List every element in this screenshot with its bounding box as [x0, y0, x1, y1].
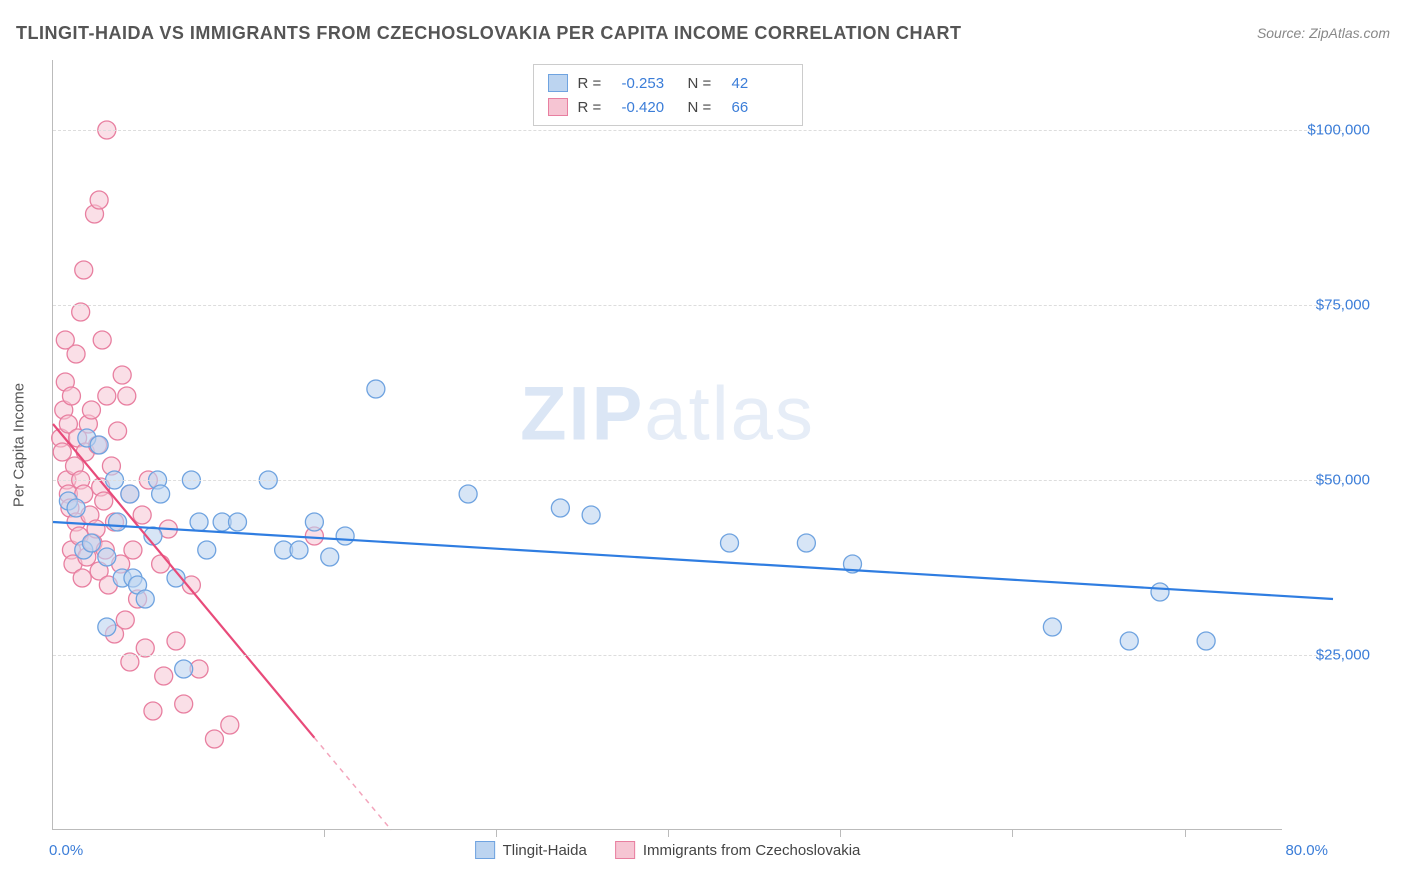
data-point [109, 422, 127, 440]
gridline-h [53, 655, 1342, 656]
data-point [118, 387, 136, 405]
data-point [1120, 632, 1138, 650]
x-tick [324, 829, 325, 837]
y-tick-label: $25,000 [1316, 647, 1370, 664]
data-point [155, 667, 173, 685]
legend-item-b: Immigrants from Czechoslovakia [615, 841, 861, 859]
swatch-series-b [548, 98, 568, 116]
data-point [221, 716, 239, 734]
data-point [152, 485, 170, 503]
data-point [62, 387, 80, 405]
data-point [175, 695, 193, 713]
y-axis-label: Per Capita Income [11, 382, 28, 506]
data-point [175, 660, 193, 678]
data-point [459, 485, 477, 503]
data-point [133, 506, 151, 524]
data-point [152, 555, 170, 573]
stat-n-value-a: 42 [732, 75, 788, 92]
data-point [53, 443, 71, 461]
data-point [321, 548, 339, 566]
swatch-series-a [548, 74, 568, 92]
data-point [116, 611, 134, 629]
chart-plot-area: ZIPatlas Per Capita Income 0.0% 80.0% R … [52, 60, 1282, 830]
data-point [98, 548, 116, 566]
data-point [721, 534, 739, 552]
data-point [229, 513, 247, 531]
data-point [290, 541, 308, 559]
gridline-h [53, 305, 1342, 306]
legend-swatch-a [475, 841, 495, 859]
x-tick [1185, 829, 1186, 837]
x-axis-min-label: 0.0% [49, 842, 83, 859]
data-point [205, 730, 223, 748]
y-tick-label: $50,000 [1316, 472, 1370, 489]
data-point [305, 513, 323, 531]
data-point [367, 380, 385, 398]
data-point [98, 618, 116, 636]
data-point [93, 331, 111, 349]
x-axis-max-label: 80.0% [1285, 842, 1328, 859]
data-point [1043, 618, 1061, 636]
data-point [75, 261, 93, 279]
data-point [124, 541, 142, 559]
stat-r-label-2: R = [578, 99, 612, 116]
data-point [113, 366, 131, 384]
stat-r-label: R = [578, 75, 612, 92]
gridline-h [53, 480, 1342, 481]
stat-row-a: R = -0.253 N = 42 [548, 71, 788, 95]
gridline-h [53, 130, 1342, 131]
data-point [90, 436, 108, 454]
data-point [797, 534, 815, 552]
chart-title: TLINGIT-HAIDA VS IMMIGRANTS FROM CZECHOS… [16, 23, 961, 44]
data-point [82, 534, 100, 552]
stat-row-b: R = -0.420 N = 66 [548, 95, 788, 119]
x-tick [840, 829, 841, 837]
legend-label-a: Tlingit-Haida [503, 842, 587, 859]
data-point [1151, 583, 1169, 601]
trend-line [53, 522, 1333, 599]
x-tick [1012, 829, 1013, 837]
data-point [167, 632, 185, 650]
legend-label-b: Immigrants from Czechoslovakia [643, 842, 861, 859]
series-legend: Tlingit-Haida Immigrants from Czechoslov… [475, 841, 861, 859]
stat-n-value-b: 66 [732, 99, 788, 116]
data-point [67, 499, 85, 517]
data-point [190, 513, 208, 531]
data-point [336, 527, 354, 545]
y-tick-label: $75,000 [1316, 297, 1370, 314]
stat-n-label: N = [688, 75, 722, 92]
data-point [144, 702, 162, 720]
data-point [90, 191, 108, 209]
stat-r-value-a: -0.253 [622, 75, 678, 92]
x-tick [496, 829, 497, 837]
data-point [95, 492, 113, 510]
stat-n-label-2: N = [688, 99, 722, 116]
chart-source: Source: ZipAtlas.com [1257, 25, 1390, 41]
stat-legend: R = -0.253 N = 42 R = -0.420 N = 66 [533, 64, 803, 126]
legend-item-a: Tlingit-Haida [475, 841, 587, 859]
data-point [198, 541, 216, 559]
data-point [82, 401, 100, 419]
data-point [98, 387, 116, 405]
data-point [73, 569, 91, 587]
trend-line-dashed [314, 738, 391, 830]
data-point [67, 345, 85, 363]
scatter-svg [53, 60, 1343, 830]
chart-header: TLINGIT-HAIDA VS IMMIGRANTS FROM CZECHOS… [16, 18, 1390, 48]
data-point [1197, 632, 1215, 650]
legend-swatch-b [615, 841, 635, 859]
trend-line [53, 424, 314, 738]
stat-r-value-b: -0.420 [622, 99, 678, 116]
data-point [121, 485, 139, 503]
data-point [551, 499, 569, 517]
data-point [582, 506, 600, 524]
data-point [109, 513, 127, 531]
data-point [136, 590, 154, 608]
y-tick-label: $100,000 [1307, 122, 1370, 139]
x-tick [668, 829, 669, 837]
